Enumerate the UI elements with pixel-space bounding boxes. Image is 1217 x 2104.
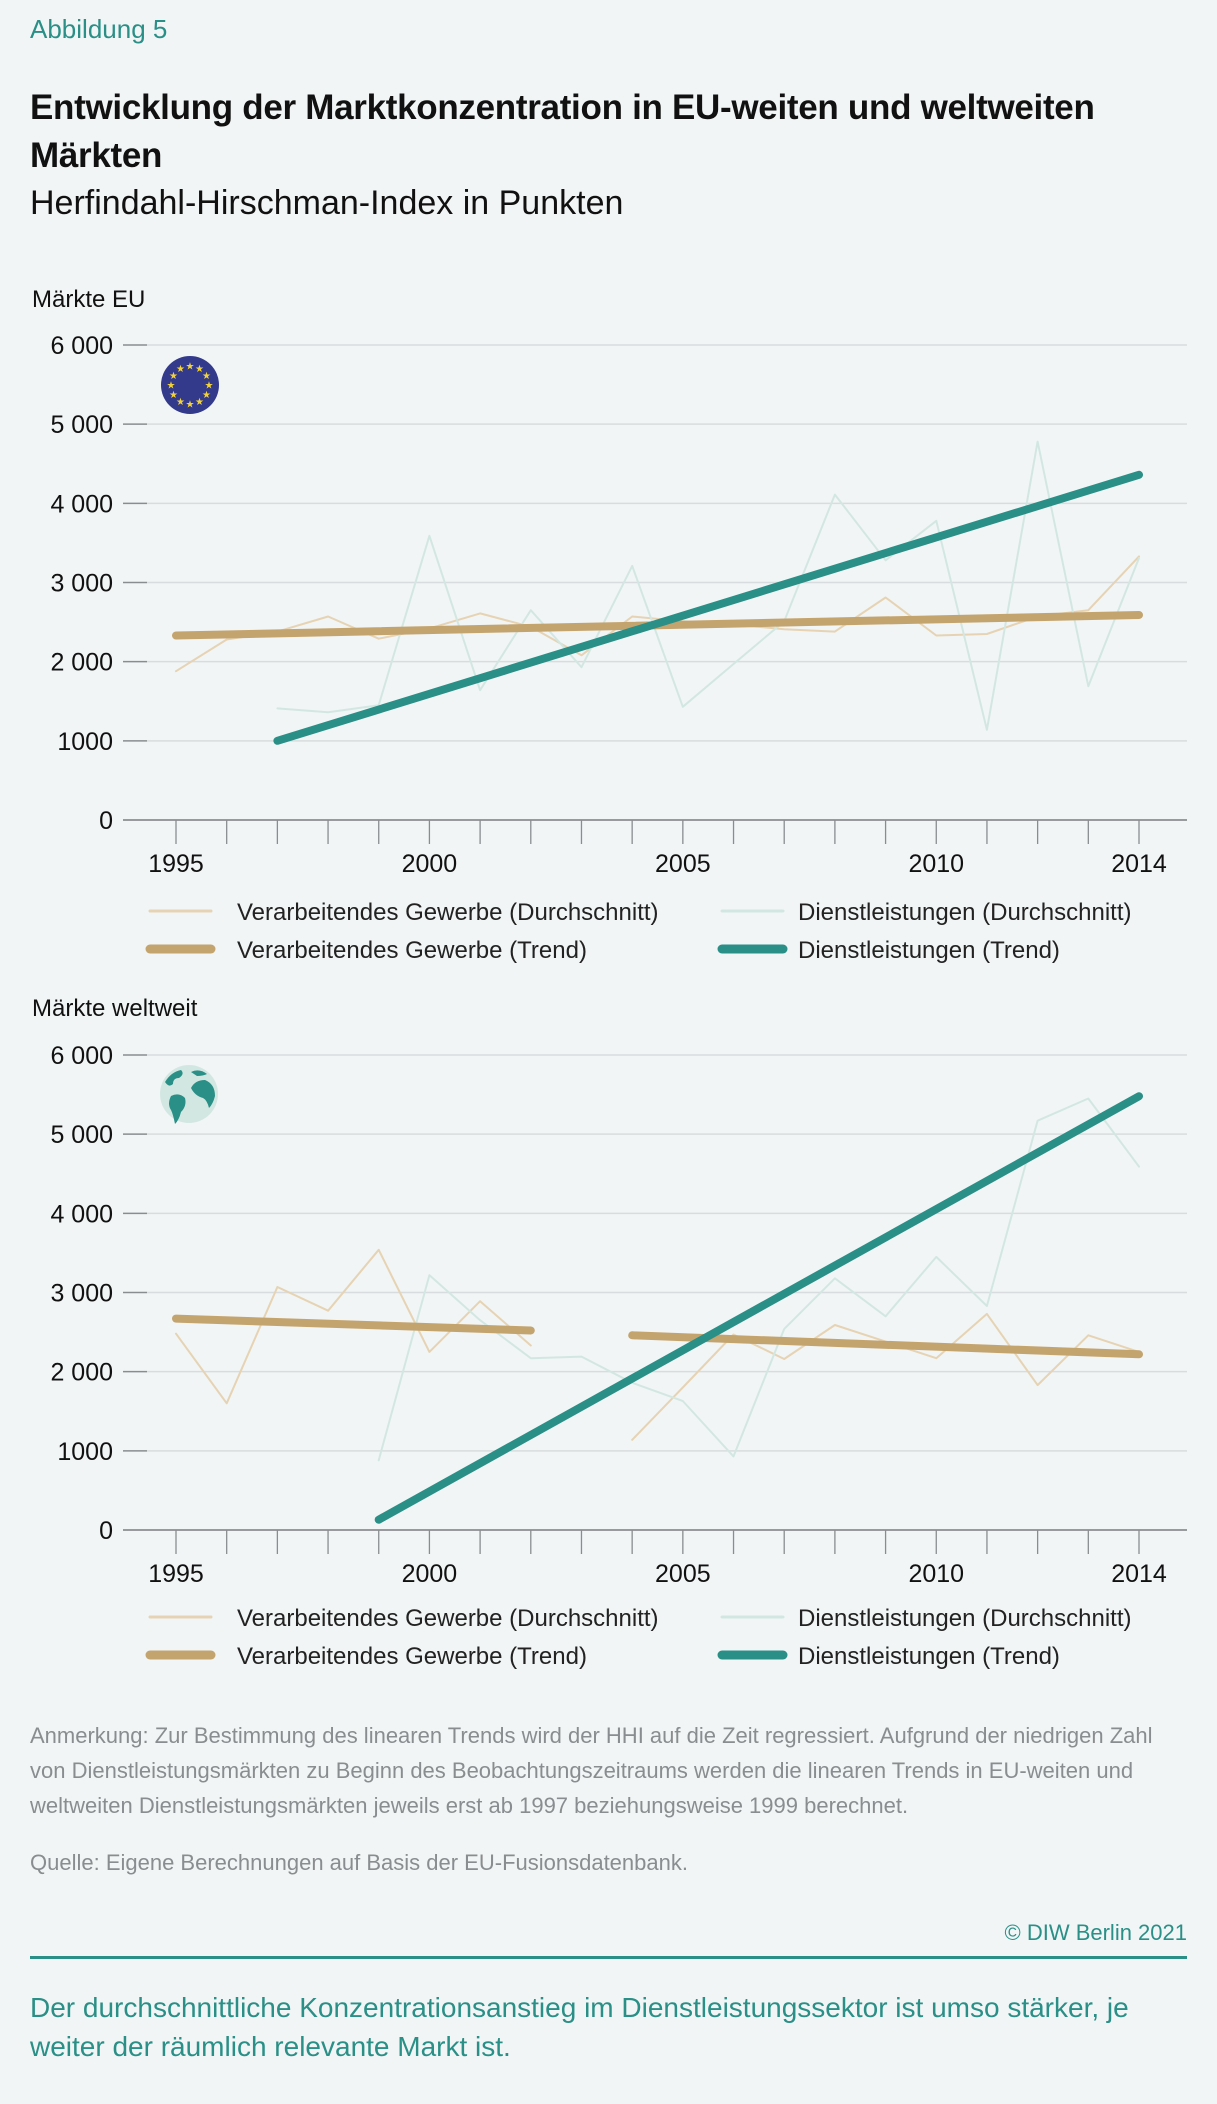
chart-subtitle: Herfindahl-Hirschman-Index in Punkten bbox=[30, 184, 624, 222]
series-line-services-trend bbox=[273, 470, 1143, 745]
x-tick-label: 2005 bbox=[655, 1560, 711, 1588]
x-tick-label: 1995 bbox=[148, 850, 204, 878]
legend-item: Dienstleistungen (Durchschnitt) bbox=[720, 1605, 1131, 1632]
chart-title: Entwicklung der Marktkonzentration in EU… bbox=[30, 88, 1095, 175]
y-tick-label: 2 000 bbox=[50, 649, 113, 677]
x-tick-label: 2000 bbox=[402, 1560, 458, 1588]
copyright-text: © DIW Berlin 2021 bbox=[1004, 1920, 1188, 1945]
star-icon: ★ bbox=[167, 381, 176, 392]
series-line-services-avg bbox=[276, 440, 1140, 731]
x-tick-label: 2000 bbox=[402, 850, 458, 878]
legend-label: Verarbeitendes Gewerbe (Trend) bbox=[237, 1643, 587, 1670]
star-icon: ★ bbox=[176, 364, 185, 375]
star-icon: ★ bbox=[176, 397, 185, 408]
series-line-services-trend bbox=[374, 1092, 1143, 1524]
series-line-manufacturing-trend bbox=[628, 1331, 1143, 1359]
star-icon: ★ bbox=[202, 371, 211, 382]
y-tick-label: 4 000 bbox=[50, 490, 113, 518]
legend-item: Verarbeitendes Gewerbe (Durchschnitt) bbox=[148, 899, 659, 926]
star-icon: ★ bbox=[195, 397, 204, 408]
source-text: Quelle: Eigene Berechnungen auf Basis de… bbox=[30, 1850, 688, 1875]
divider bbox=[30, 1956, 1187, 1959]
star-icon: ★ bbox=[186, 400, 195, 411]
legend-item: Verarbeitendes Gewerbe (Trend) bbox=[145, 937, 587, 964]
y-tick-label: 0 bbox=[99, 1517, 113, 1545]
star-icon: ★ bbox=[169, 390, 178, 401]
x-tick-label: 2010 bbox=[908, 850, 964, 878]
y-tick-label: 3 000 bbox=[50, 570, 113, 598]
y-tick-label: 1000 bbox=[57, 728, 113, 756]
series-line-manufacturing-trend bbox=[172, 1314, 535, 1335]
legend-label: Dienstleistungen (Durchschnitt) bbox=[798, 899, 1131, 926]
legend-item: Verarbeitendes Gewerbe (Trend) bbox=[145, 1643, 587, 1670]
figure-label: Abbildung 5 bbox=[30, 14, 168, 44]
series-line-manufacturing-avg bbox=[175, 1248, 532, 1405]
x-tick-label: 2014 bbox=[1111, 850, 1167, 878]
y-tick-label: 4 000 bbox=[50, 1200, 113, 1228]
y-tick-label: 0 bbox=[99, 807, 113, 835]
eu-flag-icon: ★★★★★★★★★ ★ ★★ bbox=[161, 356, 219, 414]
key-finding-text: Der durchschnittliche Konzentrationsanst… bbox=[30, 1992, 1129, 2062]
x-tick-label: 1995 bbox=[148, 1560, 204, 1588]
y-tick-label: 6 000 bbox=[50, 1042, 113, 1070]
legend-label: Verarbeitendes Gewerbe (Durchschnitt) bbox=[237, 899, 659, 926]
series-line-services-avg bbox=[377, 1097, 1140, 1462]
star-icon: ★ bbox=[205, 381, 214, 392]
y-tick-label: 5 000 bbox=[50, 411, 113, 439]
y-tick-label: 5 000 bbox=[50, 1121, 113, 1149]
legend-label: Verarbeitendes Gewerbe (Durchschnitt) bbox=[237, 1605, 659, 1632]
star-icon: ★ bbox=[186, 362, 195, 373]
note-text: Anmerkung: Zur Bestimmung des linearen T… bbox=[30, 1723, 1153, 1818]
y-tick-label: 3 000 bbox=[50, 1280, 113, 1308]
legend-item: Dienstleistungen (Durchschnitt) bbox=[720, 899, 1131, 926]
x-tick-label: 2014 bbox=[1111, 1560, 1167, 1588]
star-icon: ★ bbox=[169, 371, 178, 382]
legend-label: Verarbeitendes Gewerbe (Trend) bbox=[237, 937, 587, 964]
legend-label: Dienstleistungen (Trend) bbox=[798, 1643, 1060, 1670]
legend-item: Dienstleistungen (Trend) bbox=[717, 937, 1060, 964]
panel-title-world: Märkte weltweit bbox=[32, 995, 198, 1022]
legend-item: Dienstleistungen (Trend) bbox=[717, 1643, 1060, 1670]
legend-label: Dienstleistungen (Trend) bbox=[798, 937, 1060, 964]
star-icon: ★ bbox=[202, 390, 211, 401]
panel-title-eu: Märkte EU bbox=[32, 286, 146, 313]
y-tick-label: 1000 bbox=[57, 1438, 113, 1466]
series-line-manufacturing-avg bbox=[175, 555, 1140, 673]
legend-item: Verarbeitendes Gewerbe (Durchschnitt) bbox=[148, 1605, 659, 1632]
x-tick-label: 2005 bbox=[655, 850, 711, 878]
y-tick-label: 2 000 bbox=[50, 1359, 113, 1387]
y-tick-label: 6 000 bbox=[50, 332, 113, 360]
legend-label: Dienstleistungen (Durchschnitt) bbox=[798, 1605, 1131, 1632]
star-icon: ★ bbox=[195, 364, 204, 375]
globe-icon bbox=[160, 1065, 218, 1124]
x-tick-label: 2010 bbox=[908, 1560, 964, 1588]
